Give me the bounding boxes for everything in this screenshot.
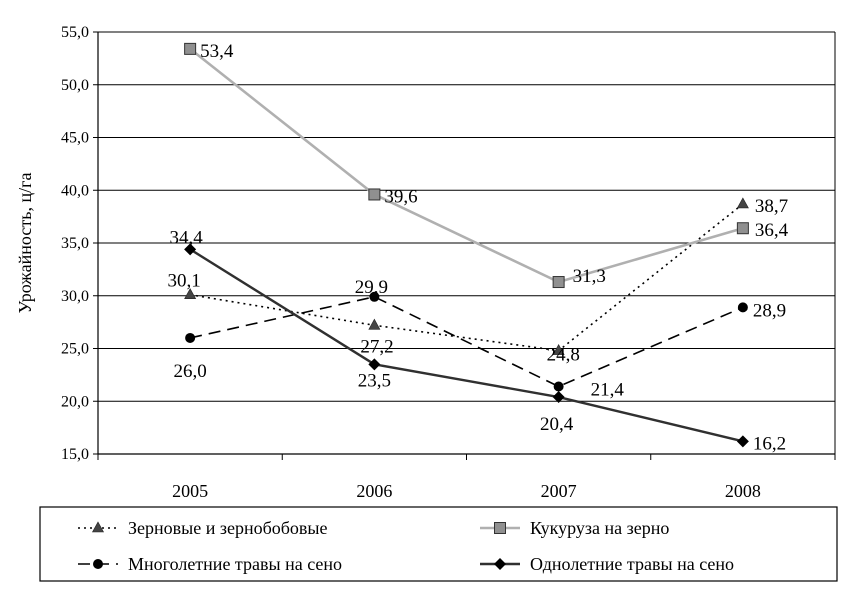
y-tick-label: 55,0 bbox=[61, 24, 89, 41]
data-point bbox=[736, 435, 749, 448]
data-label: 30,1 bbox=[168, 271, 201, 292]
data-label: 24,8 bbox=[547, 345, 580, 366]
y-tick-label: 25,0 bbox=[61, 341, 89, 358]
data-point bbox=[185, 332, 196, 343]
y-tick-label: 30,0 bbox=[61, 288, 89, 305]
data-point bbox=[552, 276, 565, 289]
data-label: 21,4 bbox=[591, 379, 625, 400]
data-labels: 30,1 27,2 24,8 38,7 53,4 39,6 31,3 36,4 26,0 29,9… bbox=[168, 41, 789, 454]
legend-entry-label: Многолетние травы на сено bbox=[128, 554, 342, 574]
data-label: 20,4 bbox=[540, 414, 574, 435]
data-label: 31,3 bbox=[573, 266, 606, 287]
legend-entry-label: Однолетние травы на сено bbox=[530, 554, 734, 574]
axes bbox=[93, 31, 836, 460]
legend-swatch-marker bbox=[494, 558, 506, 570]
data-point bbox=[737, 302, 748, 313]
data-point bbox=[368, 358, 381, 371]
data-point bbox=[368, 318, 381, 330]
data-point bbox=[184, 243, 197, 256]
data-point bbox=[552, 391, 565, 404]
legend-swatch-marker bbox=[93, 559, 103, 569]
series-line bbox=[189, 47, 744, 284]
data-label: 38,7 bbox=[755, 196, 788, 217]
data-label: 39,6 bbox=[384, 186, 417, 207]
x-tick-label: 2006 bbox=[356, 481, 392, 501]
y-axis-label: Урожайность, ц/га bbox=[15, 173, 35, 314]
data-label: 36,4 bbox=[755, 220, 789, 241]
series-lines bbox=[189, 47, 744, 443]
data-point bbox=[553, 381, 564, 392]
y-tick-label: 45,0 bbox=[61, 130, 89, 147]
data-label: 26,0 bbox=[174, 361, 207, 382]
data-label: 27,2 bbox=[360, 336, 393, 357]
y-tick-label: 35,0 bbox=[61, 235, 89, 252]
legend-frame bbox=[39, 506, 838, 582]
legend: Зерновые и зернобобовые Кукуруза на зерно… bbox=[39, 506, 838, 582]
data-point bbox=[184, 42, 197, 55]
data-label: 34,4 bbox=[170, 227, 204, 248]
data-label: 23,5 bbox=[358, 370, 391, 391]
gridlines bbox=[98, 31, 835, 455]
series-line bbox=[189, 203, 744, 352]
x-tick-labels: 2005 2006 2007 2008 bbox=[172, 481, 761, 501]
data-point bbox=[736, 222, 749, 235]
x-tick-label: 2008 bbox=[725, 481, 761, 501]
y-tick-labels: 15,0 20,0 25,0 30,0 35,0 40,0 45,0 50,0 55,0 bbox=[61, 24, 89, 463]
data-point bbox=[552, 343, 565, 355]
x-tick-label: 2007 bbox=[541, 481, 577, 501]
y-tick-label: 15,0 bbox=[61, 446, 89, 463]
series-line bbox=[189, 248, 744, 443]
legend-entry-label: Кукуруза на зерно bbox=[530, 518, 669, 538]
data-label: 29,9 bbox=[355, 277, 388, 298]
data-label: 28,9 bbox=[753, 300, 786, 321]
x-tick-label: 2005 bbox=[172, 481, 208, 501]
y-tick-label: 20,0 bbox=[61, 393, 89, 410]
legend-swatch-marker bbox=[91, 521, 105, 533]
data-point bbox=[184, 288, 197, 299]
data-point bbox=[369, 291, 380, 302]
series-markers bbox=[184, 42, 749, 448]
data-point bbox=[368, 188, 381, 201]
data-label: 16,2 bbox=[753, 433, 786, 454]
data-point bbox=[736, 197, 749, 209]
legend-swatch-marker bbox=[494, 522, 506, 534]
data-label: 53,4 bbox=[200, 41, 234, 62]
legend-entry-label: Зерновые и зернобобовые bbox=[128, 518, 328, 538]
series-line bbox=[189, 295, 744, 388]
y-tick-label: 40,0 bbox=[61, 182, 89, 199]
y-tick-label: 50,0 bbox=[61, 77, 89, 94]
